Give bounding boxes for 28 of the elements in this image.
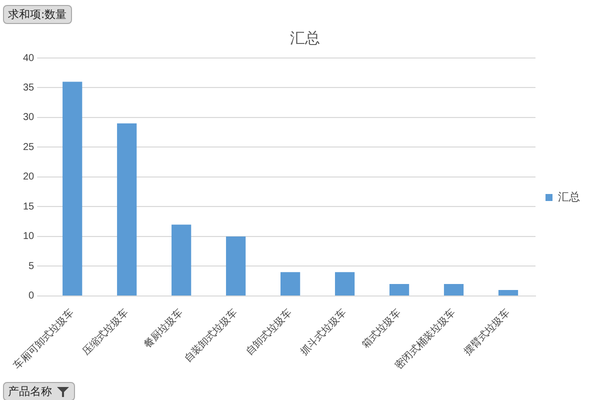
y-tick-label: 40 (23, 52, 35, 64)
x-tick-label: 车厢可卸式垃圾车 (11, 306, 76, 372)
bar (389, 284, 410, 296)
bar (172, 224, 192, 296)
text: 求和项:数量 (8, 7, 67, 22)
y-tick-label: 15 (23, 201, 35, 212)
y-tick-label: 10 (23, 231, 35, 242)
x-tick-label: 箱式垃圾车 (360, 306, 404, 351)
x-tick-label: 抓斗式垃圾车 (298, 306, 349, 358)
chart-title: 汇总 (290, 30, 320, 47)
y-tick-label: 25 (23, 142, 35, 153)
y-tick-label: 0 (28, 290, 35, 302)
bar (117, 123, 137, 296)
text: 产品名称 (8, 384, 52, 399)
bar (280, 272, 300, 296)
y-tick-label: 5 (28, 260, 35, 272)
y-tick-label: 30 (23, 112, 35, 124)
bar (334, 272, 355, 296)
bar (444, 284, 464, 296)
x-tick-label: 压缩式垃圾车 (80, 306, 131, 358)
bar (498, 290, 518, 296)
y-tick-label: 35 (23, 82, 35, 94)
y-tick-label: 20 (23, 172, 35, 183)
legend-label: 汇总 (558, 190, 580, 204)
x-tick-label: 自卸式垃圾车 (243, 306, 294, 358)
bar (62, 82, 82, 296)
x-tick-label: 摆臂式垃圾车 (461, 306, 512, 358)
bar (226, 236, 246, 296)
